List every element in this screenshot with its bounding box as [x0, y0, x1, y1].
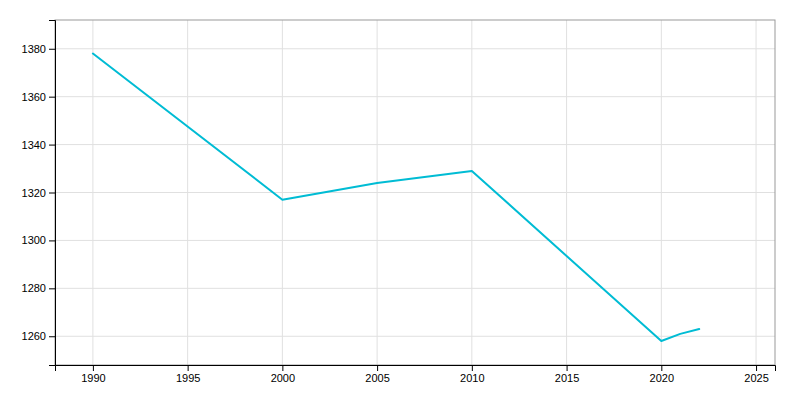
y-axis-tick-label: 1260 [22, 330, 46, 342]
x-axis-tick: 2010 [460, 365, 484, 384]
chart: 1990 1995 2000 2005 2010 2015 2020 2025 1260 1280… [0, 0, 800, 400]
x-axis-tick-label: 1995 [176, 372, 200, 384]
grid-line-y [55, 48, 775, 49]
x-axis-tick: 2005 [365, 365, 389, 384]
grid-line-y [55, 192, 775, 193]
x-axis-tick-mark [377, 365, 378, 371]
x-axis-domain [56, 366, 776, 372]
x-axis-tick-label: 2010 [460, 372, 484, 384]
x-axis-tick-mark [188, 365, 189, 371]
grid-line-y [55, 240, 775, 241]
y-axis-tick-mark [49, 145, 55, 146]
y-axis-tick: 1280 [22, 282, 55, 294]
x-axis: 1990 1995 2000 2005 2010 2015 2020 2025 [56, 365, 776, 384]
x-axis-tick-mark [756, 365, 757, 371]
y-axis-tick: 1260 [22, 330, 55, 342]
x-axis-tick-label: 2005 [365, 372, 389, 384]
y-axis: 1260 1280 1300 1320 1340 1360 1380 [22, 21, 56, 366]
x-axis-tick-mark [472, 365, 473, 371]
x-axis-tick-mark [661, 365, 662, 371]
y-axis-tick-mark [49, 240, 55, 241]
y-axis-tick: 1320 [22, 187, 55, 199]
y-axis-tick: 1300 [22, 234, 55, 246]
grid-line-y [55, 96, 775, 97]
y-axis-tick: 1340 [22, 139, 55, 151]
y-axis-tick: 1360 [22, 91, 55, 103]
grid-line-y [55, 336, 775, 337]
plot: 1990 1995 2000 2005 2010 2015 2020 2025 1260 1280… [22, 20, 776, 384]
grid-line-y [55, 288, 775, 289]
y-axis-tick-mark [49, 193, 55, 194]
x-axis-tick: 2025 [744, 365, 768, 384]
grid [55, 20, 775, 365]
x-axis-tick-mark [282, 365, 283, 371]
y-axis-tick-mark [49, 336, 55, 337]
x-axis-tick-label: 2000 [271, 372, 295, 384]
y-axis-tick-label: 1280 [22, 282, 46, 294]
y-axis-domain [49, 21, 56, 366]
x-axis-tick-label: 2020 [650, 372, 674, 384]
y-axis-tick-label: 1380 [22, 43, 46, 55]
x-axis-tick-label: 1990 [81, 372, 105, 384]
x-axis-tick-mark [93, 365, 94, 371]
x-axis-tick-mark [567, 365, 568, 371]
x-axis-tick: 2020 [650, 365, 674, 384]
y-axis-tick-label: 1300 [22, 234, 46, 246]
x-axis-tick: 1995 [176, 365, 200, 384]
line [93, 54, 699, 342]
x-axis-tick: 2000 [271, 365, 295, 384]
x-axis-tick: 2015 [555, 365, 579, 384]
y-axis-tick-label: 1360 [22, 91, 46, 103]
plot-frame [55, 20, 775, 365]
grid-line-y [55, 144, 775, 145]
marks [93, 54, 699, 342]
x-axis-tick: 1990 [81, 365, 105, 384]
x-axis-tick-label: 2025 [744, 372, 768, 384]
y-axis-tick: 1380 [22, 43, 55, 55]
y-axis-tick-mark [49, 49, 55, 50]
y-axis-tick-mark [49, 288, 55, 289]
y-axis-tick-label: 1340 [22, 139, 46, 151]
x-axis-tick-label: 2015 [555, 372, 579, 384]
y-axis-tick-mark [49, 97, 55, 98]
y-axis-tick-label: 1320 [22, 187, 46, 199]
